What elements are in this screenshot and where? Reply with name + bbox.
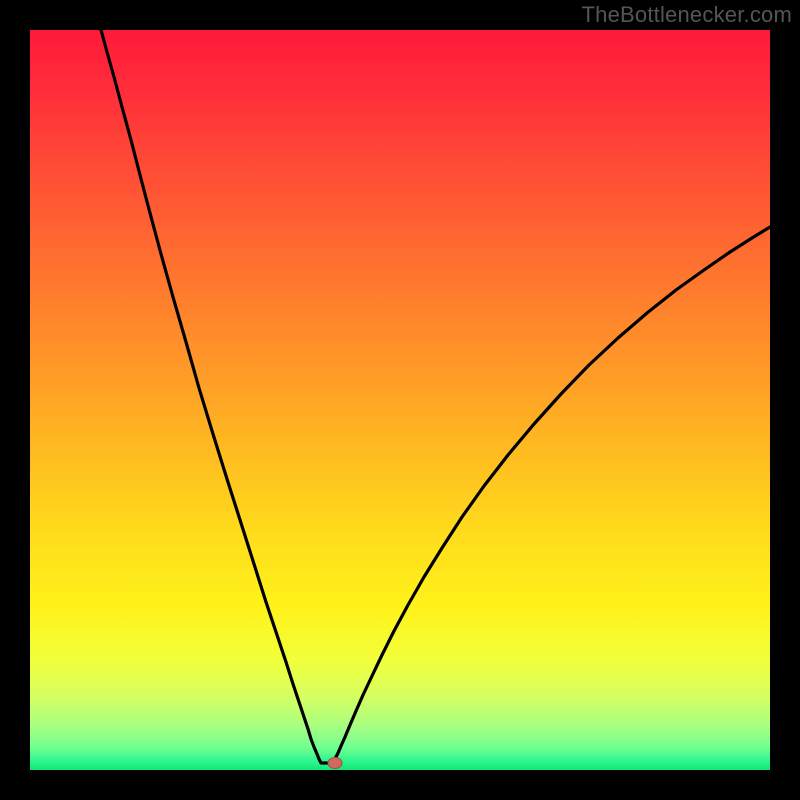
chart-container: TheBottlenecker.com (0, 0, 800, 800)
plot-gradient-background (30, 30, 770, 770)
optimal-point-marker (328, 758, 342, 769)
chart-svg (0, 0, 800, 800)
attribution-text: TheBottlenecker.com (582, 2, 792, 28)
